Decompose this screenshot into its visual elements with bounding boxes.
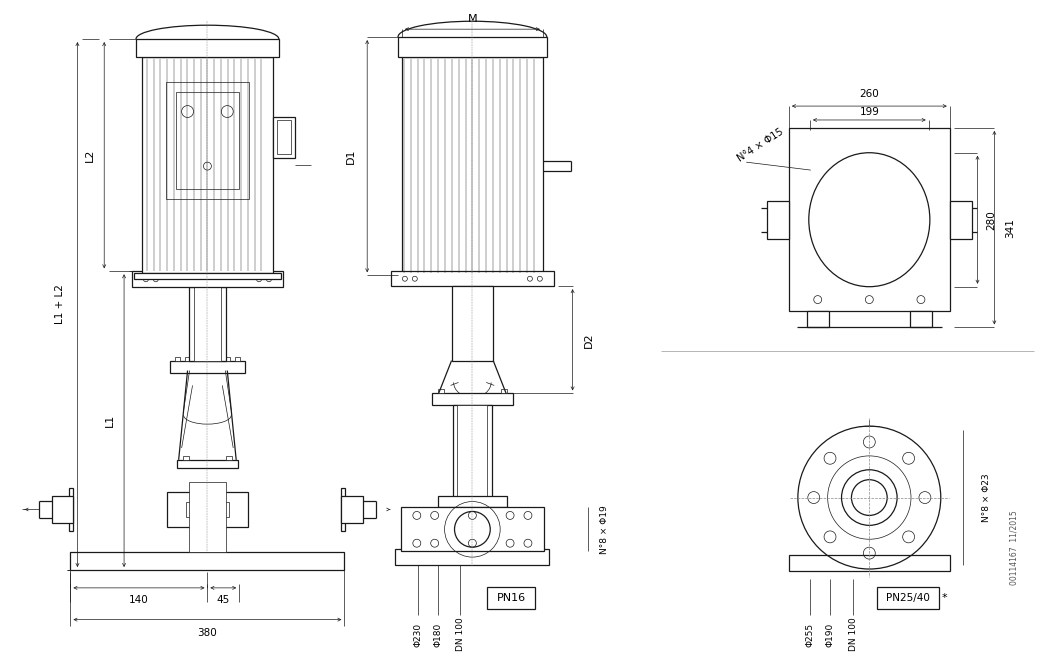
- Bar: [437, 495, 507, 507]
- Text: 341: 341: [1005, 217, 1015, 238]
- Bar: [235, 357, 240, 361]
- Text: D1: D1: [347, 148, 356, 164]
- Text: N°4 × Φ15: N°4 × Φ15: [735, 127, 785, 164]
- Text: L1: L1: [105, 414, 115, 427]
- Bar: [272, 116, 294, 158]
- Bar: [170, 361, 245, 373]
- Bar: [71, 552, 345, 570]
- Bar: [432, 394, 513, 405]
- Bar: [185, 357, 190, 361]
- Text: Φ230: Φ230: [413, 622, 423, 646]
- Bar: [767, 201, 789, 238]
- Text: 45: 45: [217, 595, 230, 605]
- Bar: [398, 37, 547, 57]
- Bar: [193, 287, 221, 361]
- Bar: [51, 495, 73, 524]
- Text: 199: 199: [859, 107, 879, 117]
- Text: 140: 140: [129, 595, 149, 605]
- Text: Φ190: Φ190: [825, 622, 834, 646]
- Bar: [189, 287, 227, 361]
- Text: *: *: [942, 593, 948, 602]
- Text: DN 100: DN 100: [849, 618, 858, 651]
- Bar: [166, 81, 250, 199]
- Text: D2: D2: [584, 332, 593, 348]
- Text: Φ180: Φ180: [433, 622, 443, 646]
- Bar: [175, 357, 181, 361]
- Bar: [341, 495, 363, 524]
- Text: 380: 380: [197, 627, 217, 637]
- Bar: [132, 271, 283, 287]
- Bar: [136, 39, 279, 57]
- Text: L1 + L2: L1 + L2: [54, 284, 65, 325]
- Bar: [224, 357, 230, 361]
- Text: M: M: [468, 14, 477, 24]
- Bar: [401, 507, 544, 551]
- Bar: [452, 405, 492, 505]
- Bar: [501, 390, 507, 394]
- Bar: [167, 491, 248, 528]
- Bar: [789, 555, 950, 571]
- Bar: [186, 501, 230, 518]
- Bar: [488, 587, 535, 608]
- Text: DN 100: DN 100: [456, 618, 465, 651]
- Text: L2: L2: [86, 148, 95, 162]
- Text: 00114167  11/2015: 00114167 11/2015: [1010, 510, 1019, 585]
- Bar: [950, 201, 972, 238]
- Text: PN16: PN16: [497, 593, 525, 602]
- Bar: [437, 390, 444, 394]
- Bar: [183, 456, 189, 460]
- Text: 260: 260: [859, 89, 879, 99]
- Text: N°8 × Φ19: N°8 × Φ19: [600, 505, 609, 554]
- Bar: [390, 271, 554, 286]
- Ellipse shape: [809, 152, 930, 286]
- Bar: [277, 120, 291, 154]
- Bar: [396, 549, 549, 565]
- Bar: [877, 587, 939, 608]
- Bar: [341, 487, 346, 532]
- Bar: [227, 456, 232, 460]
- Text: 280: 280: [987, 210, 996, 229]
- Bar: [142, 57, 272, 273]
- Bar: [807, 311, 829, 327]
- Bar: [452, 286, 493, 361]
- Bar: [134, 273, 281, 279]
- Text: Φ255: Φ255: [805, 622, 814, 646]
- Bar: [189, 482, 227, 552]
- Bar: [176, 460, 238, 468]
- Bar: [910, 311, 932, 327]
- Bar: [175, 92, 239, 189]
- Bar: [457, 405, 488, 505]
- Bar: [402, 57, 543, 275]
- Bar: [789, 128, 950, 311]
- Bar: [70, 487, 73, 532]
- Text: N°8 × Φ23: N°8 × Φ23: [982, 473, 991, 522]
- Text: PN25/40: PN25/40: [886, 593, 930, 602]
